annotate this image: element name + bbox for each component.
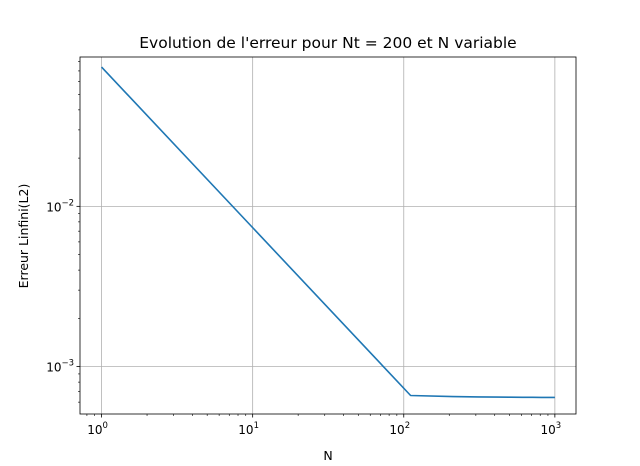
y-tick-label: 10−2 (46, 198, 74, 214)
series-lines (100, 66, 555, 399)
series-line (100, 66, 555, 399)
chart-title: Evolution de l'erreur pour Nt = 200 et N… (139, 34, 516, 52)
plot-frame (79, 56, 577, 415)
x-tick-label: 102 (389, 421, 410, 437)
x-tick-label: 103 (541, 421, 562, 437)
y-axis-label: Erreur Linfini(L2) (16, 184, 31, 289)
y-tick-label: 10−3 (46, 359, 74, 375)
grid-lines (80, 57, 576, 414)
x-tick-label: 100 (87, 421, 108, 437)
x-tick-label: 101 (238, 421, 259, 437)
axis-ticks: 100 101 102 103 10−3 10−2 (46, 61, 562, 437)
x-axis-label: N (323, 448, 332, 463)
